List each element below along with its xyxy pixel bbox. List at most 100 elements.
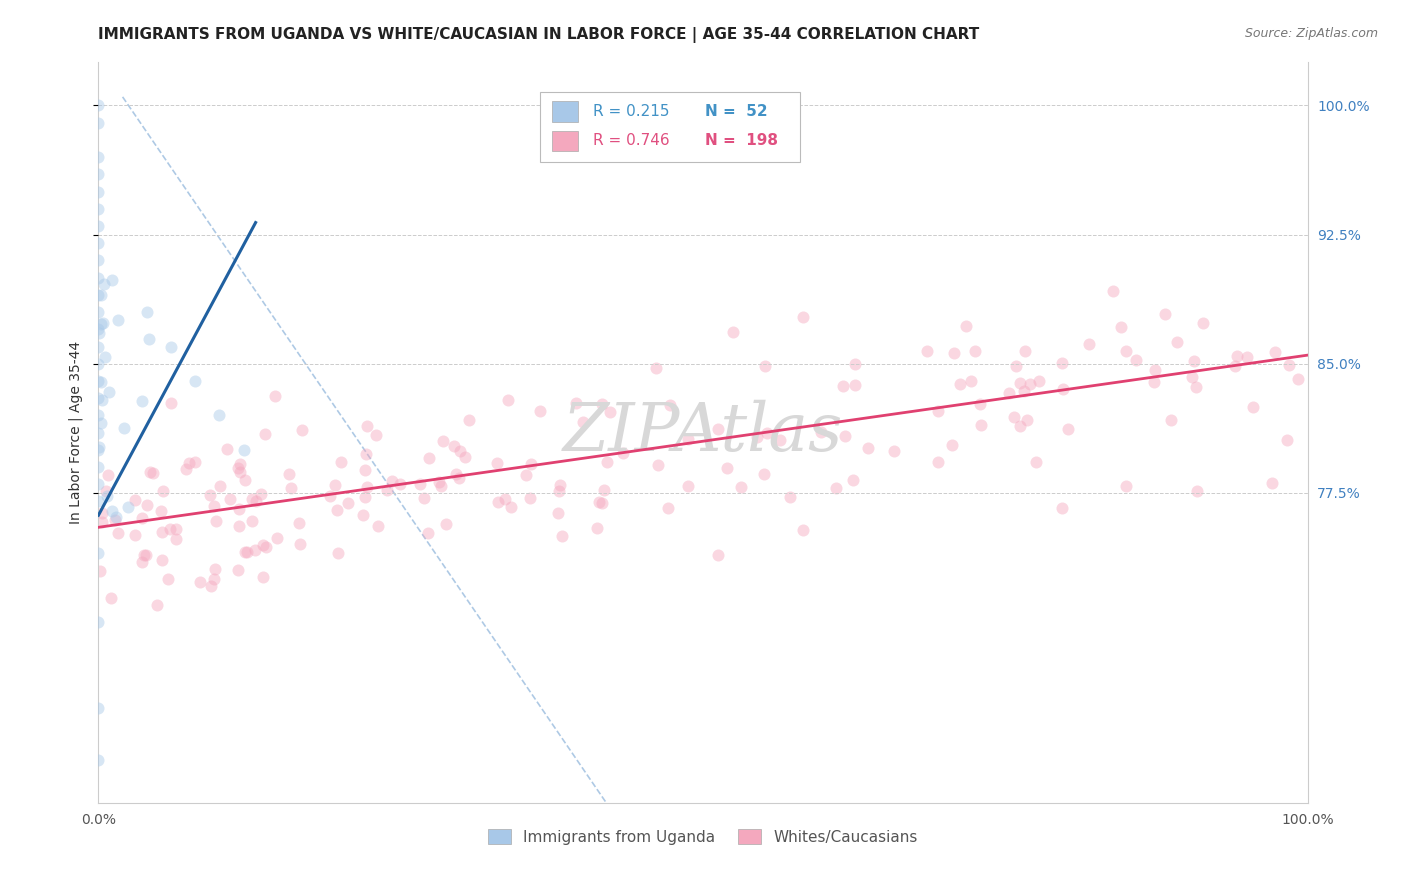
Point	[454, 450, 477, 464]
Point	[236, 545, 259, 559]
Point	[107, 525, 129, 540]
Point	[280, 481, 302, 495]
Point	[963, 343, 986, 358]
Point	[792, 310, 814, 324]
Point	[970, 418, 993, 433]
Point	[152, 484, 174, 499]
Point	[107, 312, 129, 326]
Point	[131, 510, 153, 524]
Point	[612, 446, 634, 460]
Point	[87, 270, 110, 285]
Point	[94, 483, 117, 498]
Point	[1111, 319, 1133, 334]
Point	[229, 458, 252, 472]
Point	[721, 325, 744, 339]
Point	[215, 442, 238, 456]
Point	[240, 514, 263, 528]
Point	[245, 493, 267, 508]
Point	[87, 494, 110, 508]
Point	[745, 430, 768, 444]
Point	[943, 346, 966, 360]
Point	[1226, 349, 1249, 363]
Point	[676, 479, 699, 493]
Point	[1010, 418, 1032, 433]
Point	[142, 466, 165, 480]
Point	[1185, 484, 1208, 499]
Point	[87, 615, 110, 629]
Point	[150, 553, 173, 567]
Point	[596, 455, 619, 469]
Point	[232, 442, 254, 457]
Point	[572, 415, 595, 429]
Point	[160, 339, 183, 353]
Point	[1115, 343, 1137, 358]
Point	[254, 540, 277, 554]
Point	[226, 460, 249, 475]
Point	[149, 503, 172, 517]
Point	[100, 273, 122, 287]
Point	[366, 428, 388, 442]
Point	[112, 421, 135, 435]
Point	[93, 316, 115, 330]
Point	[87, 374, 110, 388]
Point	[174, 461, 197, 475]
Point	[565, 396, 588, 410]
Point	[89, 440, 111, 454]
Point	[87, 460, 110, 475]
Point	[730, 479, 752, 493]
Point	[832, 379, 855, 393]
Point	[1264, 345, 1286, 359]
Point	[1018, 377, 1040, 392]
Point	[917, 343, 939, 358]
Point	[1052, 382, 1074, 396]
Point	[117, 500, 139, 515]
Point	[226, 563, 249, 577]
Point	[90, 417, 112, 431]
Point	[427, 475, 450, 489]
Point	[93, 277, 115, 291]
Point	[375, 483, 398, 497]
Point	[87, 288, 110, 302]
Point	[233, 544, 256, 558]
Point	[647, 458, 669, 472]
Point	[593, 483, 616, 497]
Point	[432, 434, 454, 448]
Legend: Immigrants from Uganda, Whites/Caucasians: Immigrants from Uganda, Whites/Caucasian…	[482, 822, 924, 851]
Point	[160, 396, 183, 410]
Point	[87, 253, 110, 268]
Point	[883, 444, 905, 458]
Point	[1002, 409, 1025, 424]
Point	[87, 546, 110, 560]
Point	[1012, 384, 1035, 399]
Point	[1125, 352, 1147, 367]
Point	[430, 479, 453, 493]
Point	[1014, 344, 1036, 359]
Bar	[551, 130, 578, 152]
Point	[496, 392, 519, 407]
Point	[824, 481, 846, 495]
Point	[941, 438, 963, 452]
Point	[87, 305, 110, 319]
Point	[288, 516, 311, 531]
Point	[585, 521, 607, 535]
Point	[457, 413, 479, 427]
Point	[1101, 284, 1123, 298]
Point	[858, 442, 880, 456]
Point	[1160, 413, 1182, 427]
Point	[97, 467, 120, 482]
Point	[1278, 358, 1301, 372]
Point	[444, 467, 467, 481]
Point	[91, 507, 114, 521]
Point	[927, 455, 949, 469]
Point	[591, 397, 613, 411]
Point	[165, 532, 187, 546]
Point	[200, 579, 222, 593]
Point	[90, 392, 112, 407]
Point	[969, 397, 991, 411]
Point	[87, 425, 110, 440]
Point	[588, 495, 610, 509]
Point	[100, 504, 122, 518]
Point	[165, 522, 187, 536]
Point	[104, 513, 127, 527]
Point	[1184, 353, 1206, 368]
